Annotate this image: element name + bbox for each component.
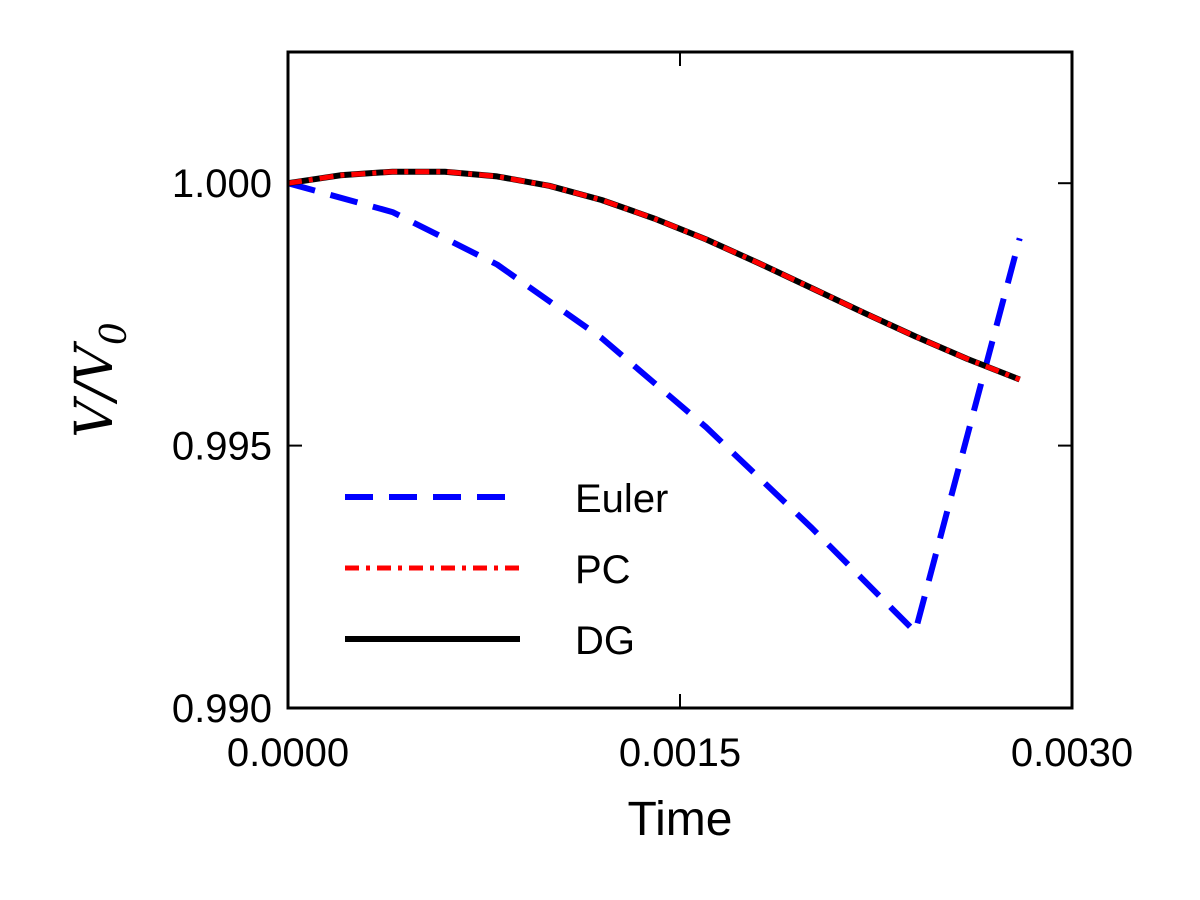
series-line-euler [287,180,1023,635]
x-axis-label: Time [628,793,733,846]
series-line-dg [287,168,1021,383]
y-tick-label: 1.000 [172,162,272,206]
tick-labels: 0.0000 0.0015 0.0030 0.990 0.995 1.000 [172,162,1133,775]
y-tick-label: 0.995 [172,425,272,469]
x-tick-label: 0.0015 [619,731,741,775]
legend-label-dg: DG [575,619,635,663]
plot-frame [286,50,1074,710]
legend-label-pc: PC [575,548,631,592]
y-axis-label-main: V/V [65,341,125,438]
x-tick-label: 0.0030 [1011,731,1133,775]
legend: Euler PC DG [345,477,668,663]
series-layer [287,168,1023,635]
y-tick-label: 0.990 [172,687,272,731]
legend-label-euler: Euler [575,477,668,521]
y-axis-label-subscript: 0 [94,322,135,345]
x-tick-label: 0.0000 [227,731,349,775]
y-axis-label: V/V0 [65,322,135,438]
series-line-pc [287,169,1021,382]
axis-ticks [287,52,1073,709]
